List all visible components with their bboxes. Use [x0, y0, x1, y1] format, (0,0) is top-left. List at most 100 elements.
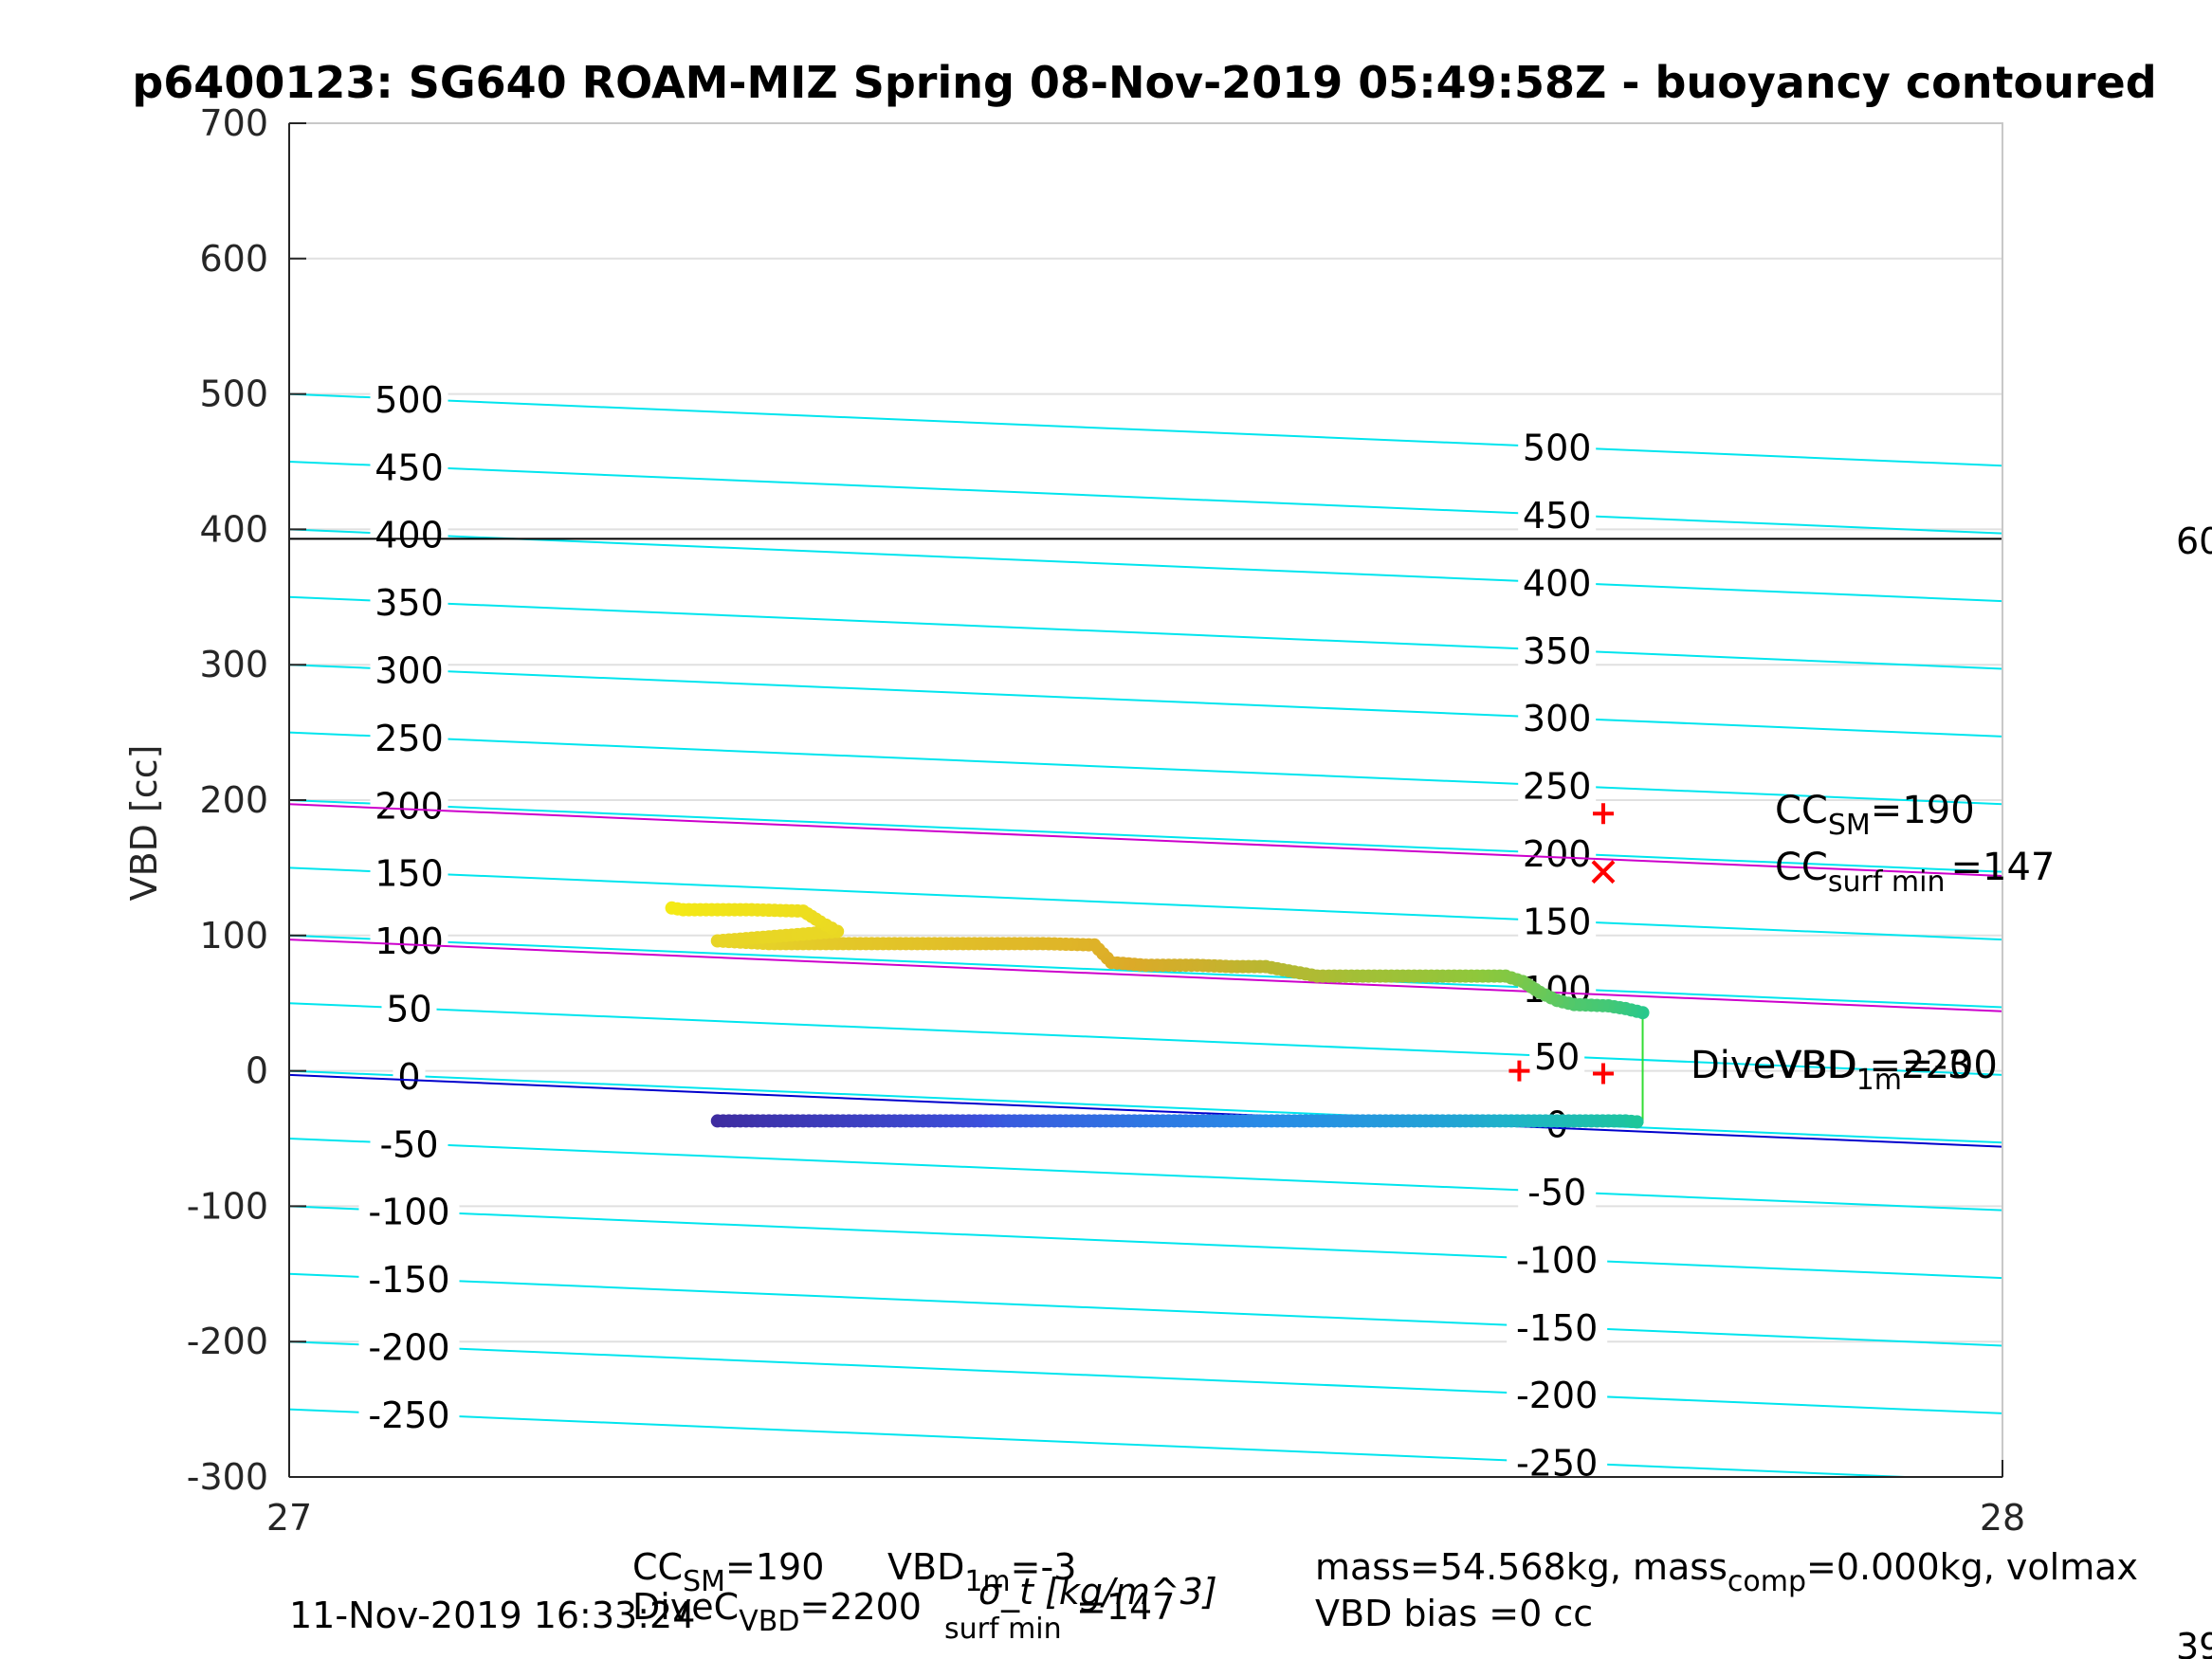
contour-label-bg: [1518, 900, 1597, 939]
contour-label-bg: [1518, 494, 1597, 533]
contour-line: [289, 528, 2002, 603]
contour-label-bg: [1529, 1035, 1585, 1074]
contour-label: 0: [397, 1056, 420, 1098]
svg-text:surf min: surf min: [944, 1613, 1062, 1646]
y-tick-label: 200: [199, 779, 268, 821]
contour-label: -100: [368, 1192, 449, 1233]
svg-text:VBD1m=-3: VBD1m=-3: [1775, 1044, 1971, 1097]
svg-text:VBD bias =0 cc: VBD bias =0 cc: [1315, 1593, 1593, 1634]
contour-label-bg: [370, 920, 448, 958]
contour-label-bg: [1507, 1441, 1608, 1480]
contour-line: [289, 392, 2002, 467]
contour-label-bg: [370, 377, 448, 416]
x-marker: [1591, 860, 1616, 884]
svg-text:mass=54.568kg, masscomp=0.000k: mass=54.568kg, masscomp=0.000kg, volmax: [1315, 1546, 2138, 1598]
contour-label-bg: [381, 987, 437, 1026]
svg-text:39: 39: [2176, 1626, 2212, 1659]
svg-text:CCSM=190: CCSM=190: [632, 1546, 824, 1598]
contour-label-bg: [370, 851, 448, 890]
magenta-line: [289, 803, 2002, 877]
y-tick-label: 700: [199, 102, 268, 144]
contour-label-bg: [370, 446, 448, 484]
y-tick-label: -200: [187, 1321, 268, 1362]
blue-line: [289, 1073, 2002, 1148]
x-tick-label: 28: [1980, 1497, 2025, 1539]
contour-label-bg: [393, 1054, 426, 1093]
y-tick-label: 500: [199, 374, 268, 415]
contour-line: [289, 1002, 2002, 1076]
contour-label-bg: [1518, 764, 1597, 803]
axes: [288, 122, 2003, 1478]
contour-label: -50: [1527, 1172, 1586, 1213]
y-tick-label: -300: [187, 1456, 268, 1498]
contour-label: -150: [1516, 1307, 1598, 1349]
y-tick-label: 0: [246, 1050, 268, 1092]
contour-label: 250: [375, 718, 444, 759]
contour-label-bg: [370, 1122, 448, 1161]
contour-line: [289, 1476, 312, 1477]
contour-line: [289, 866, 2002, 941]
contour-label: 150: [1523, 901, 1592, 942]
buoyancy-contours: [289, 392, 2002, 1477]
contour-line: [289, 1272, 2002, 1347]
contour-label: 500: [375, 379, 444, 421]
contour-label-bg: [370, 784, 448, 823]
contour-label: 50: [386, 988, 431, 1030]
contour-line: [289, 595, 2002, 670]
contour-label: 400: [375, 515, 444, 556]
contour-line: [289, 1138, 2002, 1212]
contour-label-bg: [1518, 1171, 1597, 1210]
contour-label-bg: [1507, 1305, 1608, 1344]
footer: CCSM=190 VBD1m=-3 DiveCVBD=2200 surf min…: [289, 520, 2212, 1659]
annotation-cc-sm: CCSM=190: [1775, 789, 1975, 842]
contour-label-bg: [1507, 1238, 1608, 1277]
contour-label-bg: [1518, 629, 1597, 667]
contour-label: -250: [1516, 1443, 1598, 1485]
annotation-dive-vbd: DiveVBD =2200: [1691, 1044, 1998, 1087]
x-axis-label: σ_t [kg/m^3]: [978, 1571, 1217, 1613]
svg-text:CCsurf min=147: CCsurf min =147: [1775, 846, 2055, 899]
contour-label: -200: [1516, 1375, 1598, 1416]
svg-text:VBD1m=-3: VBD1m=-3: [887, 1546, 1076, 1598]
chart-title: p6400123: SG640 ROAM-MIZ Spring 08-Nov-2…: [132, 57, 2156, 108]
contour-line: [289, 1069, 2002, 1144]
contour-label-bg: [370, 648, 448, 687]
y-tick-label: -100: [187, 1185, 268, 1227]
plus-marker: [1508, 1060, 1530, 1082]
contour-label: 250: [1523, 766, 1592, 808]
contour-label-bg: [370, 513, 448, 552]
contour-label: 500: [1523, 428, 1592, 469]
grid-lines: [289, 122, 2002, 1478]
contour-label-bg: [1518, 697, 1597, 736]
svg-text:=147: =147: [1076, 1586, 1175, 1628]
contour-label: -150: [368, 1259, 449, 1301]
contour-line: [289, 799, 2002, 873]
contour-label: -100: [1516, 1239, 1598, 1281]
contour-label: 350: [375, 582, 444, 624]
contour-label-bg: [1518, 426, 1597, 465]
contour-label-bg: [370, 716, 448, 755]
contour-label: 300: [1523, 698, 1592, 739]
contour-line: [289, 461, 2002, 535]
contour-label: -200: [368, 1326, 449, 1368]
annotation-cc-surf: CCsurf min =147: [1775, 846, 2055, 899]
y-axis-label: VBD [cc]: [123, 745, 165, 902]
contour-line: [289, 1205, 2002, 1280]
x-tick-label: 27: [266, 1497, 312, 1539]
y-tick-label: 300: [199, 644, 268, 685]
contour-label-bg: [358, 1190, 460, 1229]
svg-text:CCSM=190: CCSM=190: [1775, 789, 1975, 842]
data-points: [665, 901, 1650, 1129]
svg-text:11-Nov-2019 16:33:24: 11-Nov-2019 16:33:24: [289, 1595, 695, 1636]
dive-point: [1630, 1115, 1644, 1129]
contour-label: 450: [375, 447, 444, 488]
reference-lines: [289, 538, 2002, 1148]
contour-label: -250: [368, 1395, 449, 1436]
contour-label-bg: [358, 1325, 460, 1364]
y-tick-label: 100: [199, 915, 268, 957]
contour-label-bg: [370, 581, 448, 620]
contour-label: 350: [1523, 630, 1592, 672]
contour-label-bg: [358, 1393, 460, 1431]
